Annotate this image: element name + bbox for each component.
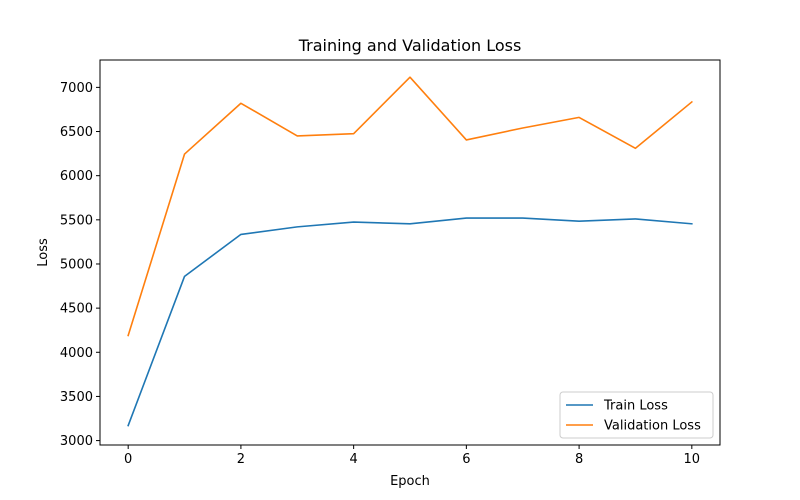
x-axis-label: Epoch [390, 474, 430, 489]
y-tick-label: 4000 [60, 346, 93, 361]
chart-title: Training and Validation Loss [298, 36, 522, 55]
y-axis-label: Loss [36, 238, 51, 267]
plot-lines [127, 76, 693, 427]
x-tick-label: 2 [237, 452, 245, 467]
x-tick-label: 10 [684, 452, 701, 467]
y-tick-label: 6500 [60, 125, 93, 140]
series-line-train-loss [127, 217, 693, 427]
y-tick-label: 6000 [60, 169, 93, 184]
legend-label: Validation Loss [604, 419, 701, 434]
x-tick-label: 4 [349, 452, 357, 467]
y-tick-label: 3000 [60, 434, 93, 449]
y-axis-ticks: 3000 3500 4000 4500 5000 5500 6000 6500 7000 [60, 81, 100, 449]
series-line-validation-loss [127, 76, 693, 337]
y-tick-label: 3500 [60, 390, 93, 405]
y-tick-label: 5000 [60, 257, 93, 272]
plot-frame [99, 59, 721, 446]
y-tick-label: 5500 [60, 213, 93, 228]
legend-box [559, 391, 714, 439]
y-tick-label: 4500 [60, 302, 93, 317]
legend: Train Loss Validation Loss [559, 391, 714, 439]
x-tick-label: 0 [124, 452, 132, 467]
legend-label: Train Loss [603, 399, 668, 414]
x-tick-label: 8 [575, 452, 583, 467]
x-axis-ticks: 0 2 4 6 8 10 [124, 445, 700, 467]
y-tick-label: 7000 [60, 81, 93, 96]
x-tick-label: 6 [462, 452, 470, 467]
